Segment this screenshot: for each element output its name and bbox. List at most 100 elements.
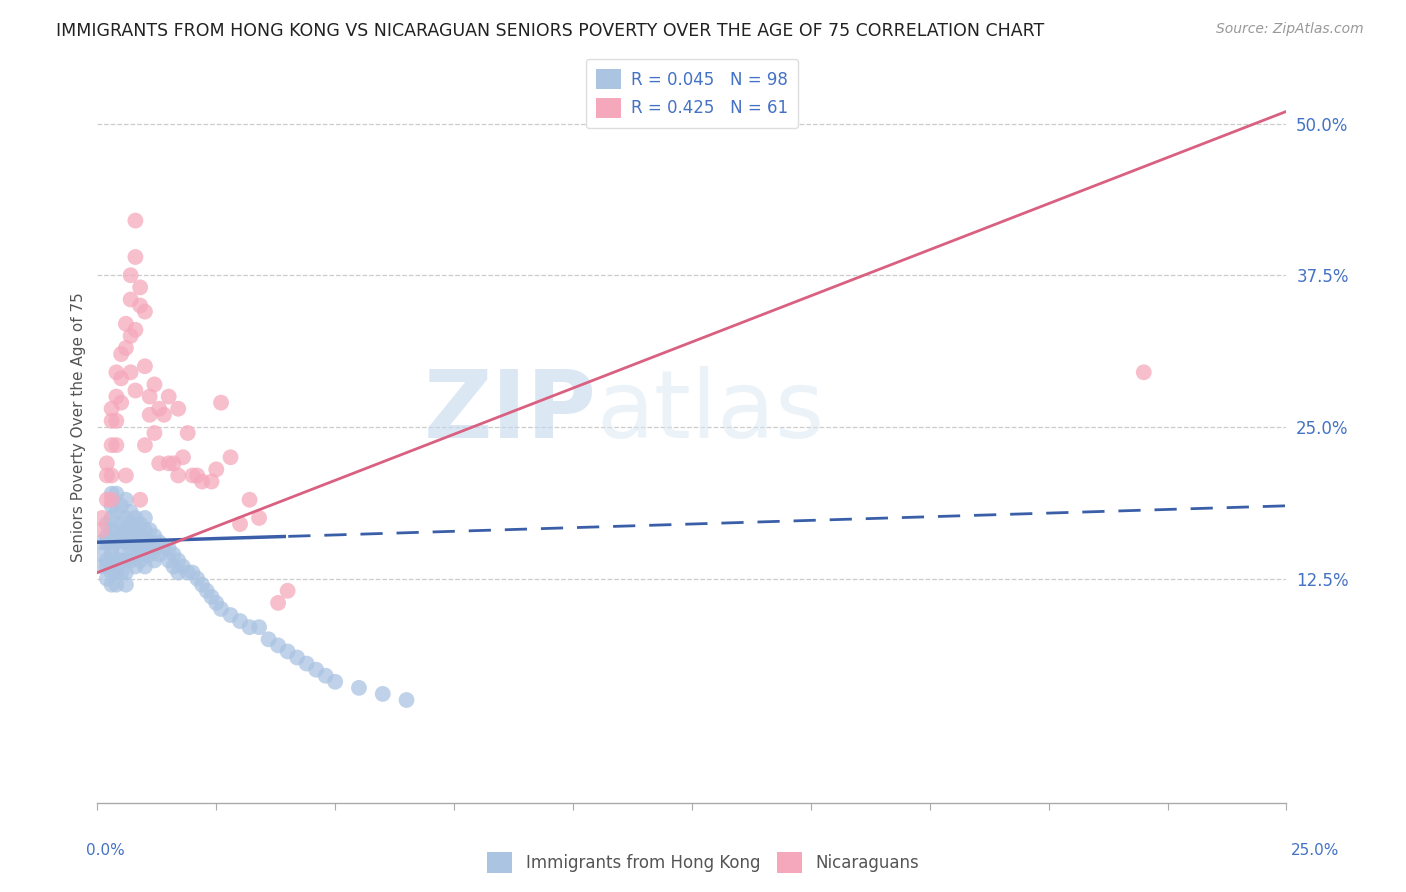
Point — [96, 535, 118, 549]
Point — [105, 438, 128, 452]
Point — [110, 371, 132, 385]
Point — [105, 414, 128, 428]
Point — [110, 541, 132, 556]
Point — [1132, 365, 1154, 379]
Point — [209, 602, 232, 616]
Point — [96, 553, 118, 567]
Point — [105, 535, 128, 549]
Point — [105, 505, 128, 519]
Point — [257, 632, 280, 647]
Point — [129, 280, 152, 294]
Point — [100, 547, 122, 561]
Point — [120, 293, 142, 307]
Point — [305, 663, 328, 677]
Point — [115, 577, 138, 591]
Point — [138, 523, 160, 537]
Point — [295, 657, 318, 671]
Point — [267, 596, 290, 610]
Point — [120, 268, 142, 283]
Point — [167, 401, 190, 416]
Point — [167, 566, 190, 580]
Point — [247, 620, 270, 634]
Point — [110, 395, 132, 409]
Point — [120, 541, 142, 556]
Point — [148, 547, 170, 561]
Point — [100, 414, 122, 428]
Point — [115, 566, 138, 580]
Point — [323, 674, 346, 689]
Point — [96, 456, 118, 470]
Point — [91, 511, 114, 525]
Point — [129, 299, 152, 313]
Point — [238, 620, 260, 634]
Point — [91, 547, 114, 561]
Point — [100, 559, 122, 574]
Point — [100, 535, 122, 549]
Point — [157, 553, 180, 567]
Point — [105, 365, 128, 379]
Point — [100, 577, 122, 591]
Point — [120, 516, 142, 531]
Text: ZIP: ZIP — [423, 366, 596, 458]
Point — [100, 438, 122, 452]
Point — [120, 529, 142, 543]
Point — [148, 456, 170, 470]
Point — [143, 553, 166, 567]
Point — [134, 438, 156, 452]
Point — [115, 511, 138, 525]
Point — [134, 359, 156, 374]
Point — [124, 250, 146, 264]
Point — [115, 341, 138, 355]
Point — [134, 535, 156, 549]
Point — [181, 566, 204, 580]
Point — [96, 468, 118, 483]
Point — [124, 523, 146, 537]
Point — [96, 492, 118, 507]
Point — [153, 541, 176, 556]
Point — [115, 468, 138, 483]
Point — [100, 486, 122, 500]
Point — [96, 572, 118, 586]
Point — [105, 566, 128, 580]
Point — [105, 553, 128, 567]
Point — [124, 559, 146, 574]
Point — [100, 511, 122, 525]
Point — [100, 523, 122, 537]
Point — [186, 572, 208, 586]
Point — [115, 535, 138, 549]
Point — [167, 553, 190, 567]
Point — [134, 304, 156, 318]
Point — [157, 456, 180, 470]
Point — [91, 535, 114, 549]
Point — [105, 486, 128, 500]
Point — [129, 553, 152, 567]
Point — [134, 547, 156, 561]
Point — [124, 511, 146, 525]
Point — [143, 377, 166, 392]
Point — [100, 499, 122, 513]
Point — [143, 529, 166, 543]
Point — [229, 614, 252, 628]
Point — [105, 390, 128, 404]
Point — [124, 323, 146, 337]
Point — [205, 596, 228, 610]
Text: 25.0%: 25.0% — [1291, 843, 1339, 858]
Point — [100, 541, 122, 556]
Point — [115, 523, 138, 537]
Point — [110, 553, 132, 567]
Point — [105, 577, 128, 591]
Point — [200, 475, 222, 489]
Point — [134, 511, 156, 525]
Point — [162, 547, 184, 561]
Point — [238, 492, 260, 507]
Point — [110, 529, 132, 543]
Point — [110, 516, 132, 531]
Point — [120, 505, 142, 519]
Point — [172, 450, 194, 465]
Point — [115, 492, 138, 507]
Point — [219, 608, 242, 623]
Point — [110, 499, 132, 513]
Point — [138, 535, 160, 549]
Point — [129, 516, 152, 531]
Point — [100, 492, 122, 507]
